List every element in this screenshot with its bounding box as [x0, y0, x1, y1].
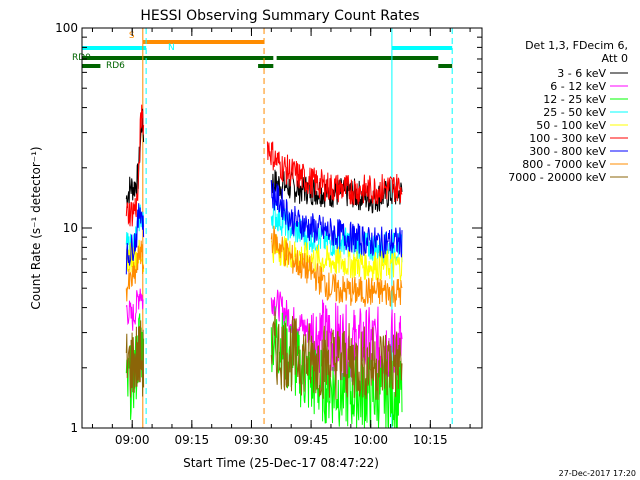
- x-tick-label: 09:15: [175, 433, 210, 447]
- series-line-0: [125, 108, 145, 208]
- legend-entry-label: 3 - 6 keV: [557, 67, 606, 80]
- x-tick-label: 10:15: [413, 433, 448, 447]
- legend-entry-label: 300 - 800 keV: [529, 145, 606, 158]
- legend-header: Det 1,3, FDecim 6,: [525, 39, 628, 52]
- series-line-6: [125, 203, 145, 275]
- y-axis-label: Count Rate (s⁻¹ detector⁻¹): [29, 146, 43, 309]
- series-line-1: [125, 288, 144, 331]
- legend-entry-label: 25 - 50 keV: [543, 106, 606, 119]
- x-tick-label: 10:00: [353, 433, 388, 447]
- series-line-5: [125, 104, 145, 227]
- legend-entry-label: 50 - 100 keV: [536, 119, 606, 132]
- legend-entry-label: 12 - 25 keV: [543, 93, 606, 106]
- y-tick-label: 100: [55, 21, 78, 35]
- y-tick-label: 10: [63, 221, 78, 235]
- flag-label-n: N: [168, 43, 175, 53]
- legend-entry-label: 800 - 7000 keV: [522, 158, 606, 171]
- x-axis-label: Start Time (25-Dec-17 08:47:22): [183, 456, 379, 470]
- x-tick-label: 09:00: [115, 433, 150, 447]
- series-line-7: [125, 240, 145, 302]
- series-line-6: [270, 179, 403, 259]
- timestamp: 27-Dec-2017 17:20: [559, 469, 636, 478]
- x-tick-label: 09:30: [234, 433, 269, 447]
- x-axis-ticks: 09:00 09:15 09:30 09:45 10:00 10:15: [91, 28, 471, 447]
- chart-title: HESSI Observing Summary Count Rates: [140, 8, 419, 24]
- series-line-7: [270, 225, 403, 308]
- flag-label-rd6: RD6: [106, 61, 125, 71]
- legend-entry-label: 100 - 300 keV: [529, 132, 606, 145]
- series-lines: [125, 104, 403, 429]
- series-line-4: [270, 234, 403, 282]
- legend-entry-label: 6 - 12 keV: [550, 80, 606, 93]
- y-tick-label: 1: [70, 421, 78, 435]
- series-line-8: [270, 311, 403, 400]
- legend-header: Att 0: [602, 52, 628, 65]
- y-axis-ticks: 1 10 100: [55, 21, 482, 435]
- x-tick-label: 09:45: [294, 433, 329, 447]
- series-line-5: [266, 141, 403, 206]
- series-line-8: [125, 320, 145, 398]
- legend-entry-label: 7000 - 20000 keV: [508, 171, 606, 184]
